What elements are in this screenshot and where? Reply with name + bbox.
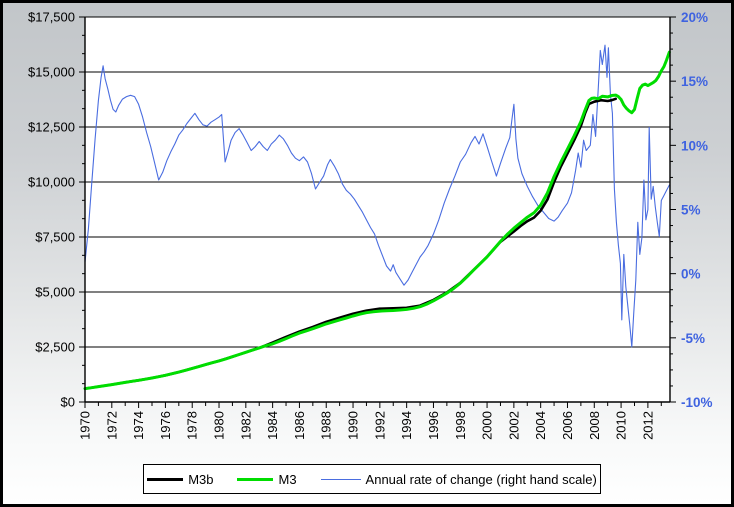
svg-text:1998: 1998 <box>453 411 468 440</box>
svg-text:$2,500: $2,500 <box>35 340 75 355</box>
svg-text:-10%: -10% <box>681 395 713 410</box>
m3b-line-swatch-icon <box>147 477 184 481</box>
svg-text:10%: 10% <box>681 138 708 153</box>
svg-text:$12,500: $12,500 <box>28 120 75 135</box>
svg-text:$15,000: $15,000 <box>28 65 75 80</box>
svg-text:$10,000: $10,000 <box>28 175 75 190</box>
legend-item-m3: M3 <box>237 471 297 487</box>
svg-text:20%: 20% <box>681 10 708 25</box>
svg-text:2006: 2006 <box>560 411 575 440</box>
svg-text:1974: 1974 <box>131 411 146 440</box>
svg-text:2000: 2000 <box>480 411 495 440</box>
svg-text:2002: 2002 <box>506 411 521 440</box>
svg-text:1988: 1988 <box>319 411 334 440</box>
legend-label-m3: M3 <box>278 471 297 487</box>
svg-text:1982: 1982 <box>238 411 253 440</box>
svg-text:$5,000: $5,000 <box>35 285 75 300</box>
svg-text:1978: 1978 <box>185 411 200 440</box>
svg-text:1984: 1984 <box>265 411 280 440</box>
svg-text:1972: 1972 <box>104 411 119 440</box>
m3-line-swatch-icon <box>237 477 274 481</box>
m3-chart-canvas: $0 $2,500 $5,000 $7,500 $10,000 $12,500 $15,00… <box>28 10 713 440</box>
legend-item-m3b: M3b <box>147 472 213 487</box>
svg-text:$0: $0 <box>61 395 75 410</box>
svg-text:15%: 15% <box>681 74 708 89</box>
legend-label-rate: Annual rate of change (right hand scale) <box>365 471 597 487</box>
svg-text:1994: 1994 <box>399 411 414 440</box>
svg-text:2012: 2012 <box>640 411 655 440</box>
svg-text:0%: 0% <box>681 267 701 282</box>
svg-text:1980: 1980 <box>212 411 227 440</box>
svg-text:1996: 1996 <box>426 411 441 440</box>
svg-text:-5%: -5% <box>681 331 705 346</box>
svg-text:1990: 1990 <box>346 411 361 440</box>
svg-text:1970: 1970 <box>78 411 93 440</box>
svg-text:$17,500: $17,500 <box>28 10 75 25</box>
svg-text:2008: 2008 <box>587 411 602 440</box>
rate-line-swatch-icon <box>320 478 361 480</box>
svg-text:2010: 2010 <box>614 411 629 440</box>
legend-item-rate: Annual rate of change (right hand scale) <box>320 471 597 487</box>
legend: M3b M3 Annual rate of change (right hand… <box>143 464 601 494</box>
svg-text:5%: 5% <box>681 203 701 218</box>
legend-label-m3b: M3b <box>188 471 214 487</box>
svg-text:2004: 2004 <box>533 411 548 440</box>
svg-text:$7,500: $7,500 <box>35 230 75 245</box>
svg-text:1992: 1992 <box>372 411 387 440</box>
svg-text:1976: 1976 <box>158 411 173 440</box>
svg-text:1986: 1986 <box>292 411 307 440</box>
